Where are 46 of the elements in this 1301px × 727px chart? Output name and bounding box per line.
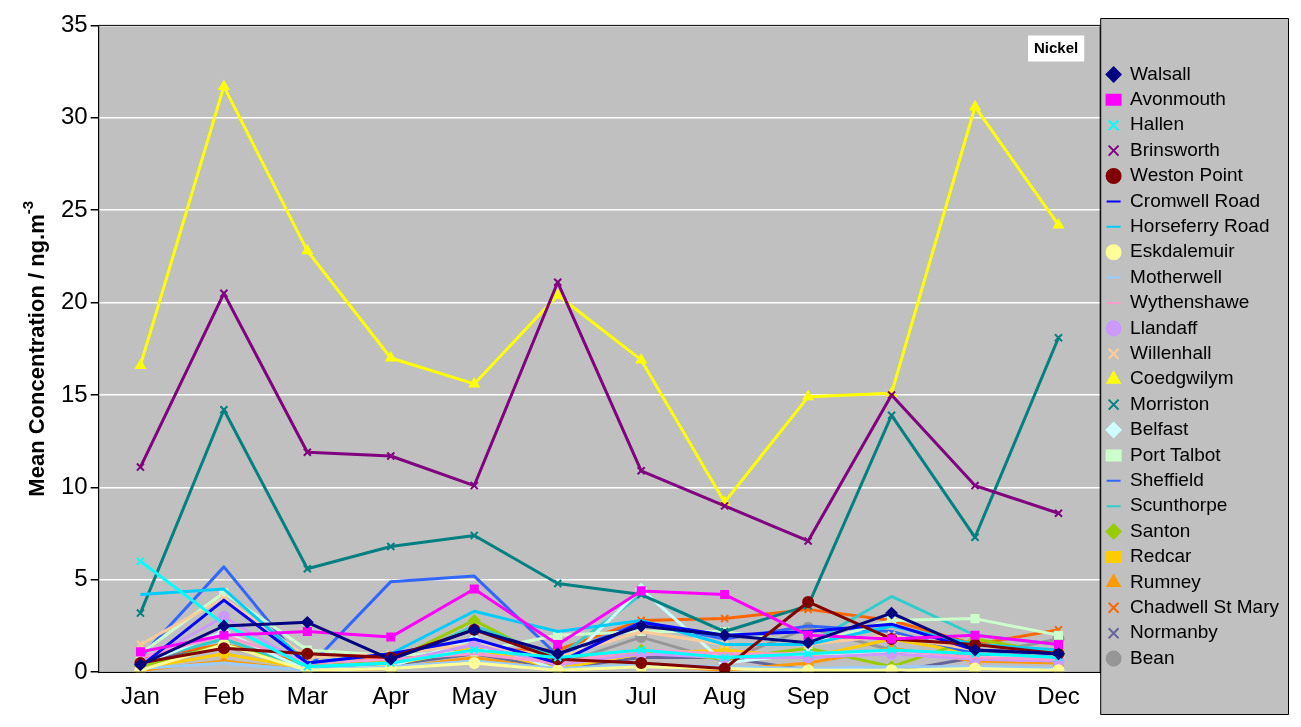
x-tick-label: Nov [953,682,997,710]
x-tick-label: Jul [625,682,657,710]
legend-label: Belfast [1130,418,1189,440]
x-tick-label: Oct [872,682,911,710]
legend-label: Port Talbot [1130,443,1222,465]
legend-label: Chadwell St Mary [1130,596,1280,618]
x-tick-label: Feb [203,682,245,710]
legend-label: Avonmouth [1130,88,1226,110]
annotation: Nickel [1034,39,1079,57]
legend-label: Llandaff [1130,316,1199,338]
legend-label: Normanby [1130,621,1219,643]
x-tick-label: Jun [538,682,578,710]
y-tick-label: 5 [74,564,88,592]
legend-label: Motherwell [1130,265,1222,287]
legend-label: Redcar [1130,545,1193,567]
legend-label: Morriston [1130,392,1210,414]
y-tick-label: 35 [60,10,88,38]
y-tick-label: 0 [74,656,88,684]
x-tick-label: Aug [703,682,746,710]
y-tick-label: 10 [60,472,88,500]
legend-label: Horseferry Road [1130,215,1270,237]
y-tick-label: 25 [60,194,88,222]
legend-label: Brinsworth [1130,138,1220,160]
legend-label: Santon [1130,519,1191,541]
legend-label: Hallen [1130,113,1184,135]
x-tick-label: May [451,682,497,710]
legend-label: Rumney [1130,570,1202,592]
legend-label: Scunthorpe [1130,494,1228,516]
y-tick-label: 15 [60,379,88,407]
x-tick-label: Mar [286,682,329,710]
x-tick-label: Apr [372,682,410,710]
x-tick-label: Dec [1037,682,1080,710]
legend-label: Cromwell Road [1130,189,1260,211]
legend-label: Coedgwilym [1130,367,1234,389]
x-tick-label: Sep [786,682,830,710]
x-tick-label: Jan [121,682,160,710]
legend-label: Willenhall [1130,342,1212,364]
legend-label: Walsall [1130,62,1191,84]
y-axis-title: Mean Concentration / ng.m-3 [19,200,50,497]
legend-label: Weston Point [1130,164,1244,186]
legend-label: Wythenshawe [1130,291,1250,313]
legend-label: Eskdalemuir [1130,240,1236,262]
legend-label: Bean [1130,646,1175,668]
y-tick-label: 30 [60,102,88,130]
legend-label: Sheffield [1130,469,1204,491]
y-tick-label: 20 [60,287,88,315]
